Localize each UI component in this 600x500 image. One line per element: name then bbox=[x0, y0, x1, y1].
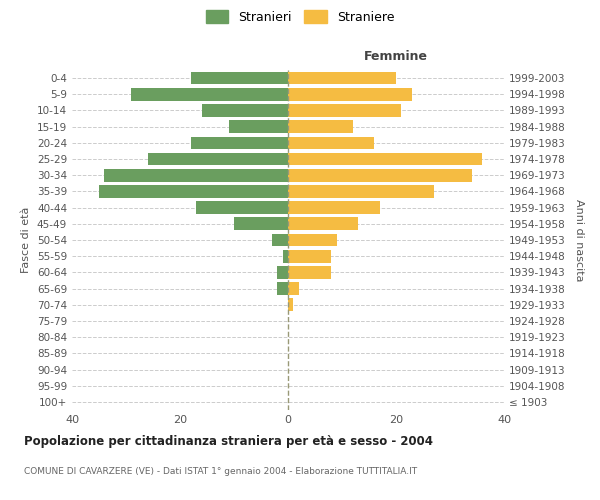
Bar bbox=[288, 185, 434, 198]
Text: COMUNE DI CAVARZERE (VE) - Dati ISTAT 1° gennaio 2004 - Elaborazione TUTTITALIA.: COMUNE DI CAVARZERE (VE) - Dati ISTAT 1°… bbox=[24, 468, 417, 476]
Bar bbox=[277, 266, 288, 278]
Y-axis label: Anni di nascita: Anni di nascita bbox=[574, 198, 584, 281]
Bar bbox=[288, 72, 396, 85]
Bar bbox=[202, 104, 288, 117]
Bar bbox=[277, 282, 288, 295]
Y-axis label: Fasce di età: Fasce di età bbox=[22, 207, 31, 273]
Bar bbox=[131, 88, 288, 101]
Bar bbox=[288, 152, 482, 166]
Bar bbox=[283, 250, 288, 262]
Bar bbox=[104, 169, 288, 181]
Bar bbox=[288, 136, 374, 149]
Bar bbox=[99, 185, 288, 198]
Bar bbox=[234, 218, 288, 230]
Text: Popolazione per cittadinanza straniera per età e sesso - 2004: Popolazione per cittadinanza straniera p… bbox=[24, 435, 433, 448]
Bar bbox=[288, 120, 353, 133]
Bar bbox=[288, 266, 331, 278]
Bar bbox=[288, 169, 472, 181]
Legend: Stranieri, Straniere: Stranieri, Straniere bbox=[201, 5, 399, 28]
Bar bbox=[148, 152, 288, 166]
Bar bbox=[191, 136, 288, 149]
Bar bbox=[288, 234, 337, 246]
Bar bbox=[288, 282, 299, 295]
Bar bbox=[272, 234, 288, 246]
Bar bbox=[196, 202, 288, 214]
Bar bbox=[288, 88, 412, 101]
Bar bbox=[191, 72, 288, 85]
Bar bbox=[288, 104, 401, 117]
Bar bbox=[288, 250, 331, 262]
Bar bbox=[288, 298, 293, 311]
Text: Femmine: Femmine bbox=[364, 50, 428, 63]
Bar bbox=[288, 202, 380, 214]
Bar bbox=[288, 218, 358, 230]
Bar bbox=[229, 120, 288, 133]
